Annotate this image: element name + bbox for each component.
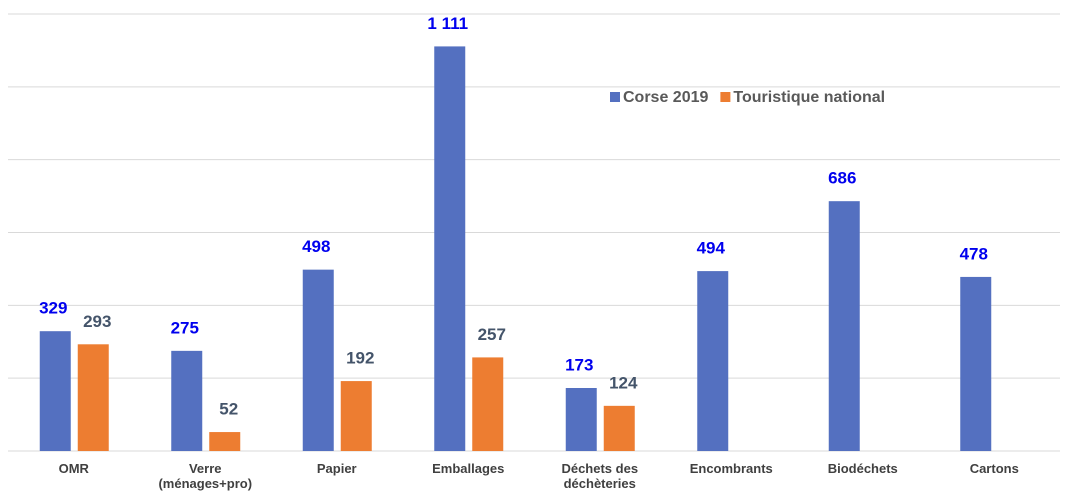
bar (209, 432, 241, 451)
legend-label: Corse 2019 (623, 89, 708, 106)
data-label: 498 (302, 237, 330, 256)
data-label: 1 111 (427, 14, 468, 33)
data-label: 329 (39, 299, 67, 318)
x-tick-label: Déchets des déchèteries (561, 461, 639, 491)
data-label: 293 (83, 312, 111, 331)
bar (171, 350, 203, 451)
data-label: 173 (565, 355, 593, 374)
data-label: 686 (828, 169, 856, 188)
x-tick-label: Emballages (432, 461, 505, 476)
bar (434, 46, 466, 452)
x-tick-label: OMR (58, 461, 89, 476)
legend-swatch (610, 92, 620, 102)
bar (960, 276, 992, 451)
data-label: 478 (960, 244, 988, 263)
data-label: 494 (697, 239, 726, 258)
bar (39, 331, 71, 451)
bar (340, 381, 372, 451)
bar (565, 387, 597, 451)
legend-label: Touristique national (733, 89, 885, 106)
data-label: 257 (478, 325, 506, 344)
bar (472, 357, 504, 451)
bar (77, 344, 109, 451)
x-tick-label: Verre (ménages+pro) (158, 461, 253, 491)
data-label: 52 (219, 400, 238, 419)
x-tick-label: Biodéchets (827, 461, 898, 476)
x-tick-label: Encombrants (689, 461, 773, 476)
x-tick-label: Cartons (969, 461, 1019, 476)
bar (697, 271, 729, 451)
bar (302, 269, 334, 451)
x-tick-label: Papier (316, 461, 357, 476)
bar (603, 405, 635, 451)
legend-swatch (720, 92, 731, 102)
data-label: 124 (609, 373, 638, 392)
data-label: 192 (346, 349, 374, 368)
data-label: 275 (171, 318, 199, 337)
bar (828, 201, 860, 451)
